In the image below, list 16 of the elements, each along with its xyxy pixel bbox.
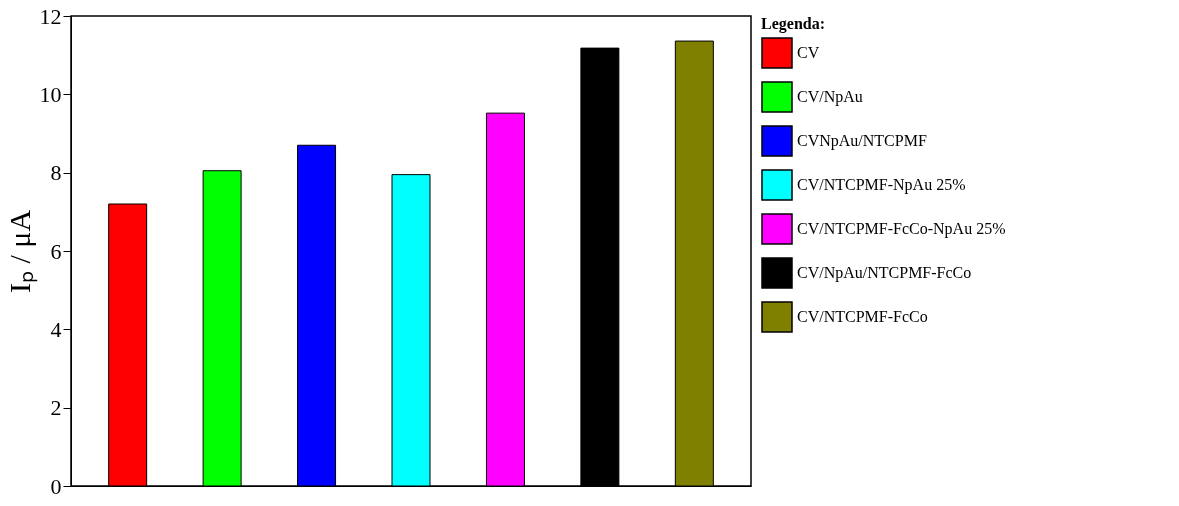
legend-label: CV	[797, 44, 820, 61]
y-tick-label: 2	[50, 395, 62, 421]
y-tick-label: 12	[39, 3, 62, 29]
legend-label: CV/NpAu/NTCPMF-FcCo	[797, 264, 972, 282]
legend-label: CV/NTCPMF-FcCo-NpAu 25%	[797, 220, 1006, 238]
legend-label: CV/NpAu	[797, 88, 863, 106]
legend-label: CV/NTCPMF-NpAu 25%	[797, 176, 966, 194]
legend-title: Legenda:	[761, 15, 825, 33]
y-tick-label: 6	[50, 238, 62, 264]
y-axis-title: Iₚ / μA	[2, 209, 38, 294]
y-tick-label: 8	[50, 160, 62, 186]
y-tick-label: 4	[50, 316, 62, 342]
y-tick-label: 0	[50, 473, 62, 499]
y-tick-label: 10	[39, 81, 62, 107]
legend-label: CV/NTCPMF-FcCo	[797, 308, 928, 325]
legend-label: CVNpAu/NTCPMF	[797, 132, 927, 150]
